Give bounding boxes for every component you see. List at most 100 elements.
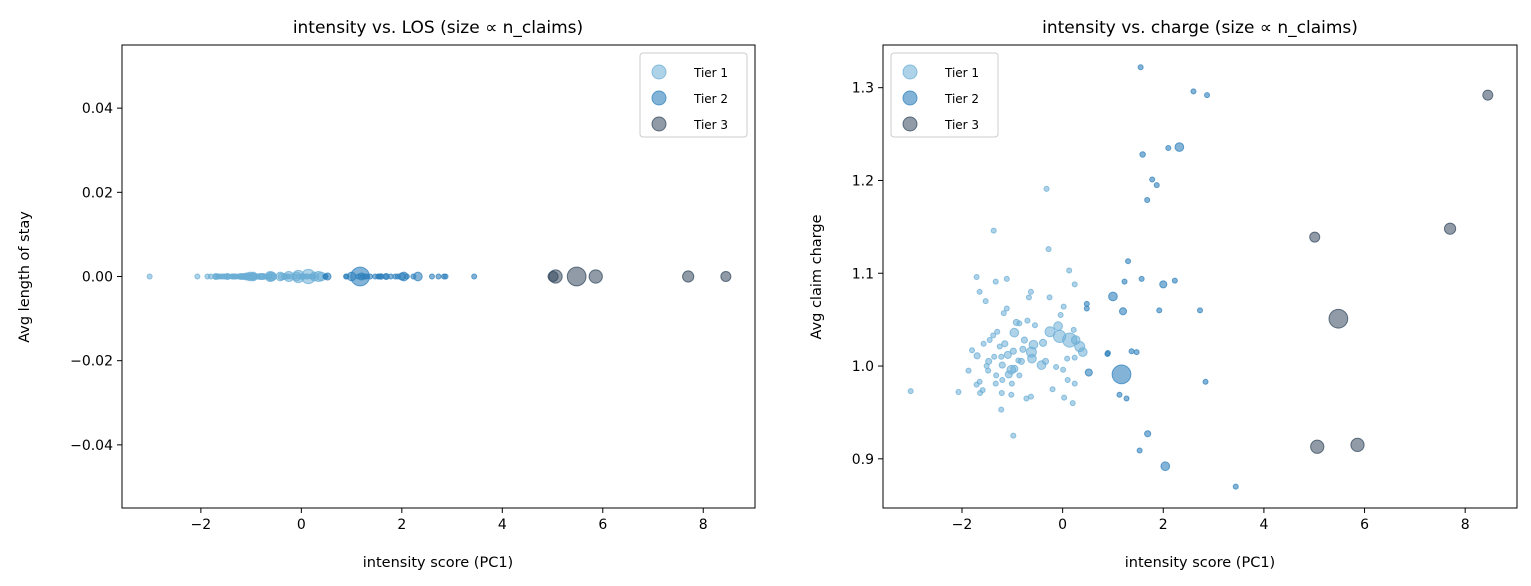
data-point-tier-2 [1144, 430, 1152, 438]
data-point-tier-1 [985, 367, 992, 374]
data-point-tier-1 [1077, 347, 1088, 357]
data-point-tier-1 [1009, 347, 1017, 355]
data-point-tier-2 [1118, 307, 1128, 316]
data-point-tier-3 [1350, 437, 1365, 453]
legend-label: Tier 2 [693, 92, 728, 106]
data-point-tier-1 [998, 361, 1006, 369]
data-point-tier-3 [1310, 439, 1325, 454]
data-point-tier-1 [249, 273, 256, 280]
data-point-tier-2 [1104, 350, 1111, 357]
data-point-tier-1 [1003, 350, 1012, 359]
y-tick-label: −0.04 [70, 438, 113, 454]
data-point-tier-1 [1008, 391, 1015, 398]
legend-label: Tier 3 [944, 118, 979, 132]
data-point-tier-2 [1138, 275, 1145, 282]
data-point-tier-2 [1083, 305, 1090, 312]
data-point-tier-2 [1084, 368, 1093, 377]
data-point-tier-1 [1010, 432, 1017, 439]
data-point-tier-3 [588, 269, 603, 284]
data-point-tier-1 [1053, 321, 1063, 331]
data-point-tier-1 [992, 278, 999, 285]
data-point-tier-2 [1139, 151, 1146, 158]
data-point-tier-1 [194, 273, 201, 280]
data-point-tier-1 [990, 332, 997, 339]
data-point-tier-1 [1057, 312, 1064, 319]
data-point-tier-2 [1128, 348, 1135, 355]
data-point-tier-1 [1031, 322, 1038, 329]
data-point-tier-1 [231, 273, 238, 280]
x-tick-label: 4 [1259, 517, 1268, 533]
data-point-tier-1 [1061, 394, 1068, 401]
data-point-tier-3 [566, 266, 587, 287]
data-point-tier-1 [1071, 281, 1078, 288]
data-point-tier-2 [1108, 291, 1118, 302]
x-tick-label: 6 [598, 517, 607, 533]
chart-title: intensity vs. charge (size ∝ n_claims) [1042, 18, 1358, 38]
data-point-tier-1 [1049, 386, 1056, 393]
data-point-tier-1 [994, 328, 1001, 335]
data-point-tier-1 [998, 353, 1005, 360]
data-point-tier-1 [993, 372, 1000, 379]
data-point-tier-2 [1171, 277, 1178, 284]
data-point-tier-1 [1071, 380, 1078, 387]
data-point-tier-1 [982, 298, 989, 305]
charge-scatter-panel: intensity vs. charge (size ∝ n_claims) i… [809, 18, 1518, 571]
data-point-tier-1 [288, 273, 295, 280]
data-point-tier-2 [362, 273, 369, 280]
data-point-tier-3 [1482, 89, 1494, 101]
legend-label: Tier 1 [944, 66, 979, 80]
data-point-tier-3 [1443, 222, 1457, 235]
y-axis-label: Avg claim charge [809, 214, 825, 339]
data-point-tier-2 [1204, 92, 1211, 99]
data-point-tier-1 [991, 353, 998, 360]
data-point-tier-1 [255, 273, 262, 280]
data-point-tier-2 [355, 273, 362, 280]
x-tick-label: 4 [498, 517, 507, 533]
data-point-tier-2 [410, 273, 417, 280]
x-tick-label: 0 [1058, 517, 1067, 533]
data-point-tier-2 [1144, 196, 1151, 203]
data-point-tier-1 [1053, 363, 1060, 370]
y-axis-label: Avg length of stay [17, 211, 33, 343]
data-point-tier-2 [1133, 349, 1140, 356]
y-tick-label: 0.04 [82, 101, 113, 117]
data-point-tier-1 [973, 381, 980, 388]
data-point-tier-2 [1116, 391, 1123, 398]
data-point-tier-2 [435, 273, 442, 280]
legend-marker-tier-1 [902, 64, 918, 80]
data-point-tier-1 [1016, 372, 1023, 379]
axes-frame [882, 44, 1518, 509]
data-point-tier-1 [1016, 320, 1023, 327]
data-point-tier-3 [548, 269, 563, 284]
x-tick-label: 8 [1461, 517, 1470, 533]
data-point-tier-2 [323, 272, 332, 281]
x-tick-label: 6 [1360, 517, 1369, 533]
data-point-tier-1 [1027, 353, 1037, 364]
data-point-tier-1 [1020, 336, 1028, 344]
data-point-tier-1 [308, 273, 315, 280]
data-point-tier-1 [990, 227, 997, 234]
legend-marker-tier-3 [651, 116, 667, 132]
data-point-tier-2 [1156, 307, 1163, 314]
data-point-tier-1 [1027, 288, 1034, 295]
y-tick-label: 1.0 [852, 359, 874, 375]
data-point-tier-1 [986, 337, 993, 344]
data-point-tier-1 [992, 380, 999, 387]
x-tick-label: 0 [297, 517, 306, 533]
data-point-tier-2 [1174, 142, 1185, 152]
data-point-tier-2 [375, 273, 382, 280]
data-point-tier-2 [1121, 278, 1128, 285]
data-point-tier-2 [428, 273, 435, 280]
data-point-tier-1 [299, 273, 306, 280]
data-point-tier-1 [215, 273, 222, 280]
data-point-tier-2 [343, 273, 350, 280]
data-point-tier-1 [977, 389, 984, 396]
data-point-tier-3 [682, 270, 695, 283]
data-point-tier-1 [1064, 376, 1071, 383]
data-point-tier-1 [1025, 294, 1032, 301]
data-point-tier-1 [976, 288, 983, 295]
data-point-tier-1 [223, 273, 230, 280]
data-point-tier-1 [1066, 267, 1073, 274]
data-point-tier-2 [1111, 364, 1132, 385]
